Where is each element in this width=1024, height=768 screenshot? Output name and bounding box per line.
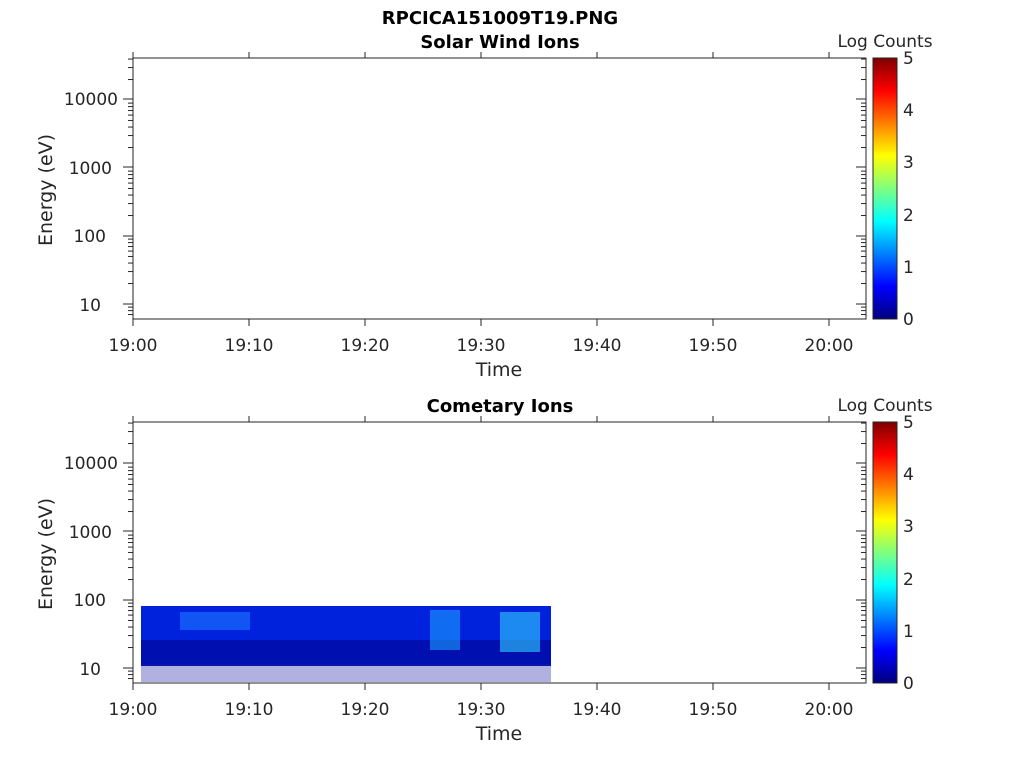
y-major-ticks xyxy=(123,462,866,669)
colorbar-tick: 3 xyxy=(903,517,914,537)
x-tick-label: 19:40 xyxy=(573,700,622,720)
x-tick-label: 20:00 xyxy=(805,336,854,356)
colorbar-tick: 4 xyxy=(903,465,914,485)
colorbar-tick: 0 xyxy=(903,674,914,694)
colorbar-label: Log Counts xyxy=(837,32,932,52)
colorbar-gradient xyxy=(872,421,898,684)
x-tick-label: 19:10 xyxy=(225,336,274,356)
colorbar-tick: 2 xyxy=(903,570,914,590)
y-tick-labels: 10 100 1000 10000 xyxy=(64,90,118,316)
y-tick-label: 100 xyxy=(74,227,106,247)
colorbar-tick: 2 xyxy=(903,206,914,226)
spectrogram xyxy=(141,606,551,682)
y-tick-labels: 10 100 1000 10000 xyxy=(64,454,118,680)
y-tick-label: 1000 xyxy=(69,523,112,543)
y-tick-label: 10000 xyxy=(64,90,118,110)
x-tick-label: 19:50 xyxy=(689,336,738,356)
spectrogram-band-bright-1 xyxy=(180,612,250,630)
y-minor-ticks xyxy=(128,422,866,680)
colorbar-label: Log Counts xyxy=(837,396,932,416)
x-axis-label: Time xyxy=(475,359,523,381)
x-tick-labels: 19:00 19:10 19:20 19:30 19:40 19:50 20:0… xyxy=(109,336,854,356)
colorbar-tick: 1 xyxy=(903,622,914,642)
x-ticks xyxy=(132,52,830,326)
x-tick-label: 19:20 xyxy=(341,336,390,356)
y-tick-label: 10 xyxy=(79,660,101,680)
figure-title: RPCICA151009T19.PNG xyxy=(382,8,618,29)
colorbar-ticks: 0 1 2 3 4 5 xyxy=(903,413,914,694)
y-tick-label: 10000 xyxy=(64,454,118,474)
x-tick-label: 19:30 xyxy=(457,336,506,356)
colorbar-tick: 5 xyxy=(903,49,914,69)
colorbar-tick: 3 xyxy=(903,153,914,173)
colorbar-ticks: 0 1 2 3 4 5 xyxy=(903,49,914,330)
panel-title: Solar Wind Ions xyxy=(420,32,579,53)
y-axis-label: Energy (eV) xyxy=(35,134,57,246)
x-tick-label: 19:50 xyxy=(689,700,738,720)
colorbar-tick: 4 xyxy=(903,101,914,121)
y-axis-label: Energy (eV) xyxy=(35,498,57,610)
x-tick-label: 19:00 xyxy=(109,700,158,720)
x-tick-label: 19:40 xyxy=(573,336,622,356)
colorbar-tick: 5 xyxy=(903,413,914,433)
panel-title: Cometary Ions xyxy=(427,396,574,417)
colorbar: Log Counts 0 1 2 3 4 5 xyxy=(837,396,932,694)
colorbar-tick: 0 xyxy=(903,310,914,330)
plot-area xyxy=(132,57,867,320)
y-tick-label: 100 xyxy=(74,591,106,611)
panel-cometary-ions: Cometary Ions 10 100 1000 10000 xyxy=(35,396,933,745)
spectrogram-band-bright-3 xyxy=(500,612,540,652)
x-tick-label: 19:20 xyxy=(341,700,390,720)
x-tick-label: 19:30 xyxy=(457,700,506,720)
colorbar-tick: 1 xyxy=(903,258,914,278)
y-tick-label: 10 xyxy=(79,296,101,316)
spectrogram-band-bright-2 xyxy=(430,610,460,650)
x-ticks xyxy=(132,416,830,690)
spectrogram-band-mid xyxy=(141,640,551,666)
x-tick-labels: 19:00 19:10 19:20 19:30 19:40 19:50 20:0… xyxy=(109,700,854,720)
y-major-ticks xyxy=(123,98,866,305)
colorbar-gradient xyxy=(872,57,898,320)
x-tick-label: 19:10 xyxy=(225,700,274,720)
x-tick-label: 19:00 xyxy=(109,336,158,356)
y-tick-label: 1000 xyxy=(69,159,112,179)
colorbar: Log Counts 0 1 2 3 4 5 xyxy=(837,32,932,330)
spectrogram-band-low xyxy=(141,664,551,682)
y-minor-ticks xyxy=(128,58,866,316)
x-axis-label: Time xyxy=(475,723,523,745)
panel-solar-wind-ions: Solar Wind Ions 10 100 1000 10000 19:00 xyxy=(35,32,933,381)
x-tick-label: 20:00 xyxy=(805,700,854,720)
